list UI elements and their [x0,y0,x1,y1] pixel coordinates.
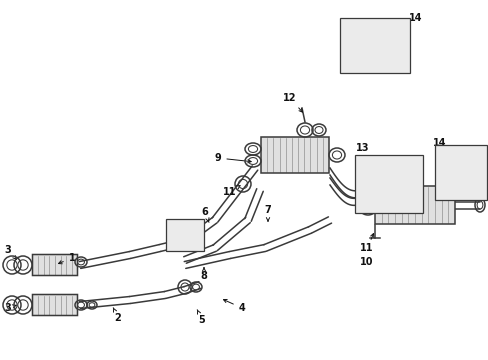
Text: 4: 4 [223,300,245,313]
Text: 3: 3 [4,303,17,313]
Text: 1: 1 [59,253,75,264]
Bar [434,145,486,200]
FancyBboxPatch shape [261,137,328,173]
Text: 14: 14 [408,13,422,23]
FancyBboxPatch shape [32,255,77,275]
Text: 8: 8 [200,268,207,281]
Text: 6: 6 [201,207,208,222]
Text: 15: 15 [365,25,378,35]
FancyBboxPatch shape [32,294,77,315]
Text: 13: 13 [355,143,369,153]
Text: 15: 15 [464,160,478,170]
Text: 3: 3 [4,245,16,259]
Text: 5: 5 [197,310,205,325]
Text: 7: 7 [264,205,271,221]
Text: 9: 9 [214,153,251,163]
Text: 10: 10 [360,257,373,267]
Text: 11: 11 [360,243,373,253]
Text: 14: 14 [432,138,446,148]
Bar [339,18,409,73]
FancyBboxPatch shape [374,186,454,224]
Bar [165,219,203,251]
Text: 2: 2 [113,308,121,323]
Bar [354,155,422,213]
Text: 12: 12 [283,93,302,112]
Text: 11: 11 [223,185,240,197]
